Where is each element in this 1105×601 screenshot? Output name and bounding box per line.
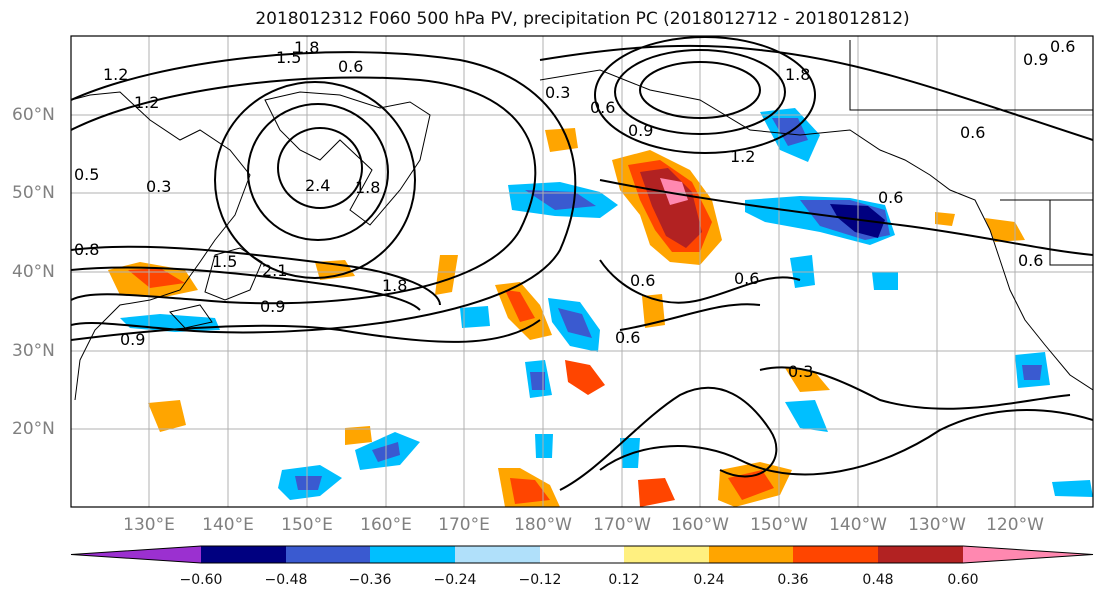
contour-label: 1.8 [355,178,380,197]
contour-label: 0.6 [590,98,615,117]
colorbar-tick-label: −0.48 [264,572,308,588]
precip-negative-region [460,306,490,328]
contour-label: 0.8 [74,240,99,259]
contour-label: 1.8 [785,65,810,84]
precip-positive-region [435,255,458,295]
colorbar-tick-label: −0.24 [433,572,477,588]
contour-label: 0.6 [1018,251,1043,270]
lon-label: 130°W [908,515,966,535]
map-title: 2018012312 F060 500 hPa PV, precipitatio… [255,9,910,29]
precip-negative-region [1022,365,1042,380]
contour-label: 0.6 [1050,37,1075,56]
contour-label: 0.9 [120,330,145,349]
contour-label: 1.5 [212,252,237,271]
contour-label: 2.4 [305,176,330,195]
lat-label: 60°N [12,105,55,125]
precip-positive-region [935,212,955,226]
colorbar-tick-label: 0.60 [947,572,979,588]
colorbar-tick-label: −0.36 [348,572,392,588]
lon-label: 180°W [514,515,572,535]
precip-negative-region [1052,480,1093,497]
precip-positive-region [785,368,830,392]
lat-label: 30°N [12,341,55,361]
lon-label: 130°E [123,515,175,535]
contour-label: 0.6 [960,123,985,142]
precip-negative-region [530,372,545,390]
precip-positive-region [638,478,675,507]
contour-label: 0.3 [545,83,570,102]
contour-label: 0.6 [734,269,759,288]
contour-label-layer: 1.8 1.5 1.2 1.2 0.6 0.3 0.3 0.6 0.9 1.2 … [74,37,1075,381]
contour-label: 2.1 [262,261,287,280]
contour-label: 1.2 [730,147,755,166]
precip-positive-region [565,360,605,395]
contour-label: 0.3 [146,177,171,196]
colorbar-tick-label: −0.12 [518,572,562,588]
contour-label: 0.9 [628,121,653,140]
contour-label: 1.8 [294,38,319,57]
colorbar-tick-label: 0.36 [777,572,809,588]
contour-label: 0.9 [1023,50,1048,69]
colorbar-tick-label: 0.48 [862,572,894,588]
contour-label: 1.5 [276,48,301,67]
lon-label: 140°E [202,515,254,535]
lon-label: 170°W [593,515,651,535]
contour-label: 1.2 [134,93,159,112]
lon-label: 160°W [671,515,729,535]
lon-label: 140°W [829,515,887,535]
precip-positive-region [545,128,578,152]
precip-positive-region [345,426,372,445]
precip-positive-region [640,168,702,248]
precip-positive-region [642,294,665,328]
contour-label: 1.2 [103,65,128,84]
contour-label: 0.5 [74,165,99,184]
precip-negative-region [295,476,322,490]
precip-positive-region [128,268,185,288]
precip-positive-region [148,400,186,432]
precip-negative-region [558,308,592,338]
contour-label: 1.8 [382,276,407,295]
lat-label: 40°N [12,262,55,282]
precip-negative-region [785,400,828,432]
coastlines [71,40,1093,401]
colorbar-tick-label: 0.12 [608,572,640,588]
colorbar-tick-label: −0.60 [179,572,223,588]
contour-label: 0.6 [338,57,363,76]
lon-label: 160°E [360,515,412,535]
precip-negative-region [535,434,553,458]
map-frame [70,35,1094,508]
graticule [71,36,1093,507]
contour-label: 0.6 [630,271,655,290]
precip-positive-region [728,470,774,500]
precip-negative-region [872,272,898,290]
lat-label: 50°N [12,183,55,203]
contour-label: 0.6 [615,328,640,347]
lon-label: 120°W [986,515,1044,535]
lon-label: 150°W [750,515,808,535]
contour-label: 0.9 [260,297,285,316]
contour-label: 0.3 [788,362,813,381]
precip-positive-region [510,478,550,504]
pv-contours [71,36,1093,491]
lat-label: 20°N [12,419,55,439]
colorbar-tick-label: 0.24 [693,572,725,588]
precip-positive-region [505,290,535,322]
contour-label: 0.6 [878,188,903,207]
lon-label: 150°E [281,515,333,535]
precip-positive-region [660,178,688,205]
lon-label: 170°E [438,515,490,535]
